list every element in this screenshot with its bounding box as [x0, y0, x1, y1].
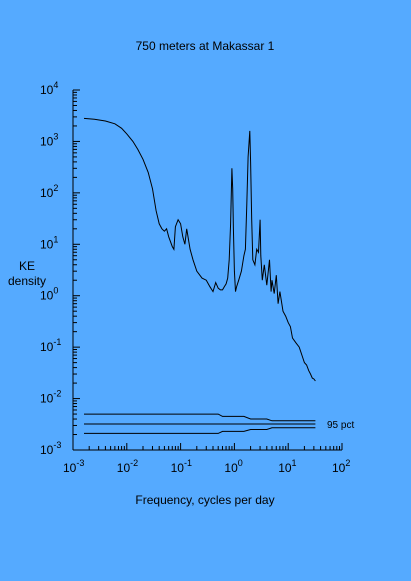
- confidence-line: [84, 427, 316, 434]
- y-tick-label: 10-1: [40, 337, 61, 354]
- x-tick-label: 10-2: [117, 458, 138, 475]
- y-tick-label: 102: [40, 183, 58, 200]
- confidence-line: [84, 413, 316, 422]
- chart-title: 750 meters at Makassar 1: [136, 39, 275, 53]
- y-tick-label: 103: [40, 131, 58, 148]
- x-tick-label: 101: [278, 458, 296, 475]
- ke-spectrum-line: [83, 117, 316, 382]
- y-tick-label: 10-2: [40, 389, 61, 406]
- y-tick-label: 10-3: [40, 440, 61, 457]
- y-axis-label-line2: density: [8, 274, 46, 288]
- confidence-lines: [84, 413, 316, 434]
- axes: 104 103 102 101 100 10-1 10-2 10-310-3 10-2 10-1 1…: [40, 80, 350, 475]
- y-tick-label: 104: [40, 80, 58, 97]
- y-tick-label: 100: [40, 286, 58, 303]
- x-tick-label: 102: [332, 458, 350, 475]
- x-tick-label: 10-1: [171, 458, 192, 475]
- series-group: [83, 117, 316, 382]
- x-axis-label: Frequency, cycles per day: [135, 493, 274, 507]
- x-tick-label: 10-3: [63, 458, 84, 475]
- y-tick-label: 101: [40, 234, 58, 251]
- x-tick-label: 100: [224, 458, 242, 475]
- confidence-label: 95 pct: [327, 420, 354, 431]
- y-axis-label-line1: KE: [19, 259, 35, 273]
